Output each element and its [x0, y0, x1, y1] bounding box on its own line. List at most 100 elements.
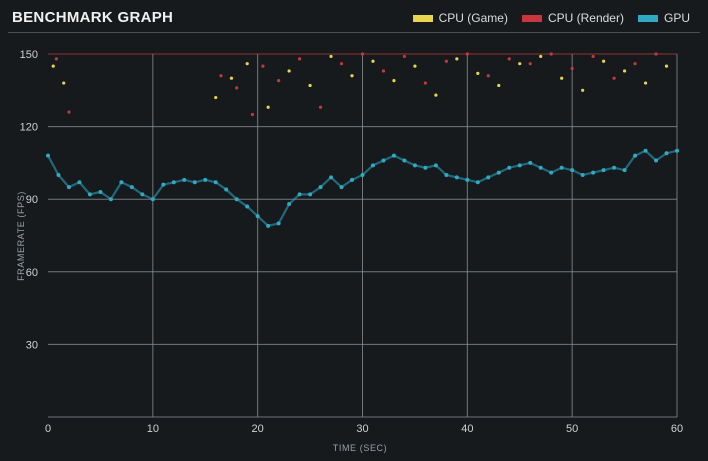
series-cpu-game — [51, 54, 669, 109]
data-point-gpu — [171, 180, 176, 185]
y-tick-label: 60 — [26, 267, 38, 279]
data-point-gpu — [643, 148, 648, 153]
data-point-cpu-render — [402, 54, 407, 59]
grid-lines — [48, 53, 678, 418]
data-point-gpu — [108, 197, 113, 202]
y-tick-label: 30 — [26, 339, 38, 351]
data-point-cpu-render — [549, 52, 553, 56]
data-point-cpu-game — [664, 64, 669, 68]
data-point-cpu-render — [486, 74, 490, 78]
data-point-cpu-game — [266, 105, 270, 109]
data-point-gpu — [486, 175, 491, 180]
y-tick-label: 150 — [20, 49, 38, 61]
data-point-cpu-render — [277, 79, 281, 83]
data-point-gpu — [360, 173, 365, 177]
data-point-gpu — [98, 189, 103, 194]
data-point-gpu — [140, 192, 145, 197]
legend-label-cpu-game: CPU (Game) — [438, 11, 508, 25]
data-point-cpu-game — [287, 69, 291, 73]
data-point-cpu-game — [413, 64, 417, 68]
data-point-cpu-render — [423, 81, 427, 85]
data-point-gpu — [622, 168, 627, 173]
data-point-cpu-game — [308, 83, 312, 88]
data-point-gpu — [601, 168, 606, 173]
chart-title: BENCHMARK GRAPH — [12, 9, 174, 26]
data-point-gpu — [66, 185, 71, 190]
data-point-gpu — [570, 168, 575, 173]
data-point-gpu — [528, 160, 533, 165]
data-point-gpu — [391, 153, 396, 158]
data-point-gpu — [77, 180, 82, 185]
data-point-gpu — [559, 165, 564, 170]
x-tick-label: 10 — [147, 423, 159, 435]
data-point-gpu — [591, 170, 596, 175]
series-gpu — [46, 148, 679, 228]
data-point-cpu-render — [339, 62, 344, 66]
data-point-cpu-game — [51, 64, 55, 68]
legend-label-cpu-render: CPU (Render) — [547, 11, 624, 25]
data-point-cpu-render — [465, 52, 469, 56]
data-point-cpu-game — [214, 95, 218, 100]
data-point-cpu-game — [329, 54, 333, 59]
data-point-gpu — [129, 185, 134, 190]
data-point-cpu-render — [591, 54, 595, 59]
chart-header: BENCHMARK GRAPH CPU (Game) CPU (Render) … — [0, 0, 708, 34]
legend-label-gpu: GPU — [663, 11, 690, 25]
data-point-gpu — [203, 177, 208, 182]
data-point-gpu — [423, 165, 428, 170]
tick-labels: 30 60 90 120 150 0 10 20 30 40 50 60 — [20, 49, 683, 435]
data-point-gpu — [276, 221, 281, 226]
data-point-cpu-game — [602, 59, 606, 63]
data-point-cpu-render — [570, 66, 574, 71]
data-point-gpu — [150, 197, 155, 202]
data-point-cpu-game — [245, 62, 249, 66]
data-point-cpu-game — [497, 83, 501, 88]
legend-item-cpu-game: CPU (Game) — [412, 11, 508, 25]
data-point-cpu-game — [229, 76, 234, 80]
chart-legend: CPU (Game) CPU (Render) GPU — [407, 11, 690, 25]
x-tick-label: 50 — [566, 423, 578, 435]
data-point-cpu-game — [581, 88, 585, 92]
data-point-gpu — [444, 173, 449, 177]
data-point-cpu-game — [622, 69, 627, 73]
data-point-gpu — [381, 158, 386, 163]
x-tick-label: 0 — [45, 423, 51, 435]
data-point-gpu — [287, 202, 292, 207]
data-point-gpu — [433, 163, 438, 168]
legend-swatch-gpu — [637, 14, 658, 22]
data-point-gpu — [46, 153, 50, 158]
data-point-cpu-render — [298, 57, 302, 61]
data-point-cpu-render — [235, 86, 239, 90]
data-point-cpu-game — [350, 74, 354, 78]
data-point-gpu — [308, 192, 313, 197]
data-point-gpu — [517, 163, 522, 168]
series-cpu-render — [54, 52, 658, 117]
y-axis-label: FRAMERATE (FPS) — [16, 191, 26, 281]
x-axis-label: TIME (SEC) — [333, 443, 388, 453]
x-tick-label: 60 — [671, 423, 683, 435]
data-point-cpu-render — [528, 62, 532, 66]
data-point-cpu-game — [62, 81, 66, 85]
data-point-cpu-game — [476, 71, 480, 75]
data-point-cpu-render — [250, 112, 255, 117]
x-tick-label: 30 — [356, 423, 368, 435]
data-point-gpu — [664, 151, 669, 156]
data-point-cpu-render — [54, 57, 58, 61]
data-point-gpu — [56, 173, 61, 177]
data-point-gpu — [465, 177, 470, 182]
data-point-cpu-game — [643, 81, 648, 85]
legend-swatch-cpu-render — [521, 14, 542, 22]
data-point-cpu-game — [434, 93, 438, 97]
data-point-gpu — [224, 187, 229, 192]
data-point-cpu-render — [219, 74, 223, 78]
data-point-gpu — [496, 170, 501, 175]
data-point-gpu — [350, 177, 355, 182]
data-point-gpu — [612, 165, 617, 170]
data-point-gpu — [213, 180, 218, 185]
data-point-cpu-game — [371, 59, 375, 63]
x-tick-label: 40 — [461, 423, 473, 435]
data-point-gpu — [87, 192, 92, 197]
data-point-gpu — [475, 180, 480, 185]
data-point-gpu — [507, 165, 512, 170]
